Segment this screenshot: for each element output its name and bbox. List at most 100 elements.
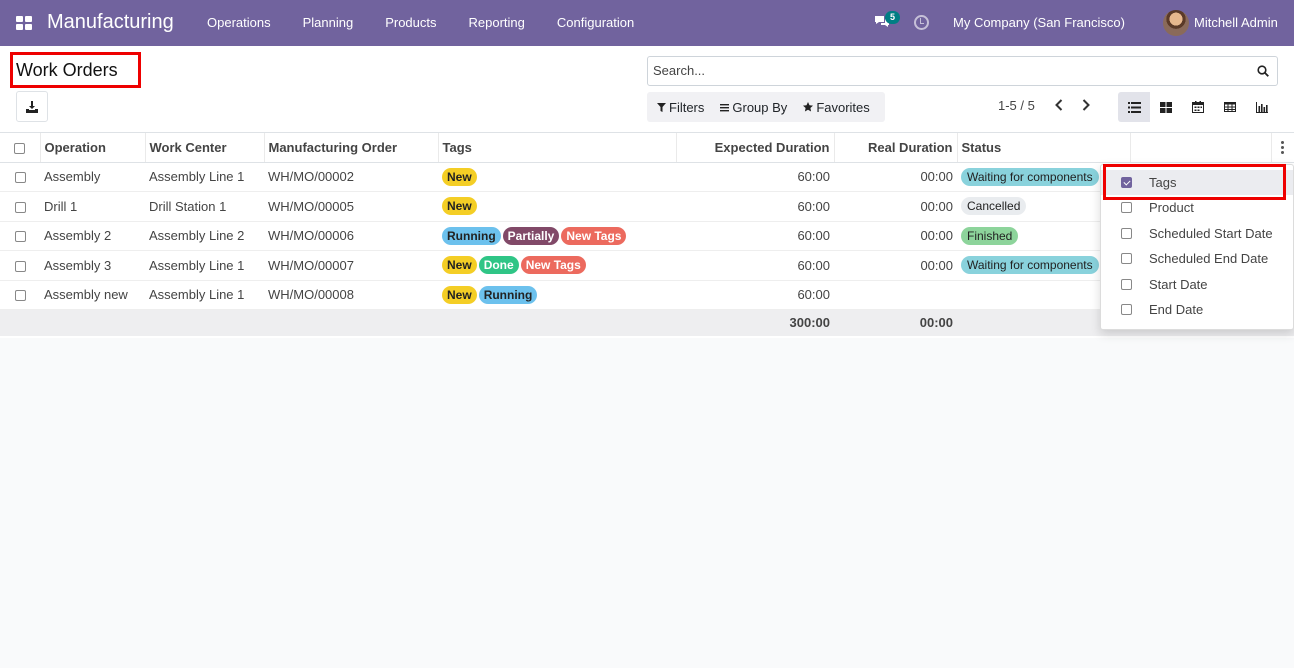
operation-cell[interactable]: Drill 1: [40, 191, 145, 222]
manufacturing-order-cell[interactable]: WH/MO/00006: [264, 221, 438, 251]
option-checkbox[interactable]: [1121, 228, 1132, 239]
option-checkbox[interactable]: [1121, 304, 1132, 315]
row-checkbox[interactable]: [14, 231, 26, 243]
column-header-operation[interactable]: Operation: [39, 133, 145, 163]
menu-configuration[interactable]: Configuration: [556, 15, 635, 30]
expected-duration-cell[interactable]: 60:00: [676, 191, 834, 222]
app-title[interactable]: Manufacturing: [47, 11, 174, 33]
work-center-cell[interactable]: Assembly Line 1: [145, 280, 264, 310]
real-duration-cell[interactable]: 00:00: [834, 250, 957, 281]
manufacturing-order-cell[interactable]: WH/MO/00002: [264, 162, 438, 192]
row-checkbox[interactable]: [14, 201, 26, 213]
kebab-icon[interactable]: [1276, 140, 1291, 154]
tags-cell[interactable]: Running Partially New Tags: [438, 221, 676, 251]
real-duration-cell[interactable]: 00:00: [834, 162, 957, 192]
option-checkbox[interactable]: [1121, 177, 1132, 188]
menu-operations[interactable]: Operations: [207, 15, 271, 30]
manufacturing-order-cell[interactable]: WH/MO/00007: [264, 250, 438, 281]
table-row[interactable]: Assembly new Assembly Line 1 WH/MO/00008 Ne…: [0, 280, 1294, 310]
option-checkbox[interactable]: [1121, 253, 1132, 264]
real-duration-cell[interactable]: [834, 280, 957, 310]
real-duration-cell[interactable]: 00:00: [834, 221, 957, 251]
tags-cell[interactable]: New Running: [438, 280, 676, 310]
optional-column-option[interactable]: Tags: [1101, 170, 1293, 195]
row-select-cell[interactable]: [0, 280, 40, 310]
expected-duration-cell[interactable]: 60:00: [676, 221, 834, 251]
real-duration-cell[interactable]: 00:00: [834, 191, 957, 222]
table-row[interactable]: Assembly 3 Assembly Line 1 WH/MO/00007 New D…: [0, 250, 1294, 281]
manufacturing-order-cell[interactable]: WH/MO/00005: [264, 191, 438, 222]
option-checkbox[interactable]: [1121, 279, 1132, 290]
activity-clock-icon[interactable]: [914, 15, 929, 30]
pager-previous-button[interactable]: [1051, 96, 1067, 114]
menu-products[interactable]: Products: [385, 15, 437, 30]
user-avatar[interactable]: [1163, 10, 1189, 36]
work-center-cell[interactable]: Assembly Line 1: [145, 162, 264, 192]
tags-cell[interactable]: New Done New Tags: [438, 250, 676, 281]
column-header-manufacturing-order[interactable]: Manufacturing Order: [263, 133, 438, 163]
option-label: Scheduled Start Date: [1149, 226, 1273, 241]
select-all-cell[interactable]: [0, 133, 40, 163]
status-badge: Cancelled: [961, 197, 1027, 216]
app-menu-icon[interactable]: [16, 16, 32, 30]
favorites-button[interactable]: Favorites: [793, 100, 875, 115]
optional-column-option[interactable]: End Date: [1101, 297, 1293, 322]
menu-planning[interactable]: Planning: [302, 15, 354, 30]
totals-spacer: [40, 309, 145, 336]
filters-button[interactable]: Filters: [647, 100, 710, 115]
optional-column-option[interactable]: Scheduled End Date: [1101, 246, 1293, 271]
row-checkbox[interactable]: [14, 260, 26, 272]
list-view-button[interactable]: [1118, 92, 1150, 122]
work-center-cell[interactable]: Assembly Line 1: [145, 250, 264, 281]
operation-cell[interactable]: Assembly 2: [40, 221, 145, 251]
calendar-view-button[interactable]: [1182, 92, 1214, 122]
row-select-cell[interactable]: [0, 250, 40, 281]
tag-badge: New Tags: [561, 226, 627, 245]
company-switcher[interactable]: My Company (San Francisco): [953, 15, 1125, 30]
search-input[interactable]: [653, 63, 1243, 78]
status-cell[interactable]: Waiting for components: [957, 250, 1130, 281]
select-all-checkbox[interactable]: [14, 142, 26, 154]
column-header-work-center[interactable]: Work Center: [144, 133, 264, 163]
tag-badge: Done: [478, 256, 519, 275]
tags-cell[interactable]: New: [438, 191, 676, 222]
user-menu[interactable]: Mitchell Admin: [1194, 15, 1278, 30]
work-center-cell[interactable]: Drill Station 1: [145, 191, 264, 222]
export-button[interactable]: [16, 91, 48, 122]
tag-badge: New Tags: [520, 256, 586, 275]
manufacturing-order-cell[interactable]: WH/MO/00008: [264, 280, 438, 310]
tag-badge: Running: [442, 226, 501, 245]
operation-cell[interactable]: Assembly 3: [40, 250, 145, 281]
graph-view-button[interactable]: [1246, 92, 1278, 122]
row-checkbox[interactable]: [14, 172, 26, 184]
bar-chart-icon: [1256, 101, 1268, 113]
column-header-status[interactable]: Status: [956, 133, 1130, 163]
operation-cell[interactable]: Assembly: [40, 162, 145, 192]
expected-duration-cell[interactable]: 60:00: [676, 280, 834, 310]
tags-cell[interactable]: New: [438, 162, 676, 192]
column-header-tags[interactable]: Tags: [437, 133, 676, 163]
row-select-cell[interactable]: [0, 162, 40, 192]
status-badge: Waiting for components: [961, 256, 1099, 275]
search-icon[interactable]: [1257, 65, 1269, 77]
column-header-real-duration[interactable]: Real Duration: [833, 133, 957, 163]
optional-column-option[interactable]: Scheduled Start Date: [1101, 221, 1293, 246]
operation-cell[interactable]: Assembly new: [40, 280, 145, 310]
expected-duration-cell[interactable]: 60:00: [676, 250, 834, 281]
row-select-cell[interactable]: [0, 221, 40, 251]
optional-column-option[interactable]: Start Date: [1101, 272, 1293, 297]
optional-columns-toggle[interactable]: [1270, 133, 1294, 163]
row-select-cell[interactable]: [0, 191, 40, 222]
kanban-view-button[interactable]: [1150, 92, 1182, 122]
work-center-cell[interactable]: Assembly Line 2: [145, 221, 264, 251]
expected-duration-cell[interactable]: 60:00: [676, 162, 834, 192]
optional-column-option[interactable]: Product: [1101, 195, 1293, 220]
option-checkbox[interactable]: [1121, 202, 1132, 213]
pivot-view-button[interactable]: [1214, 92, 1246, 122]
group-by-button[interactable]: Group By: [710, 100, 793, 115]
pager-next-button[interactable]: [1078, 96, 1094, 114]
menu-reporting[interactable]: Reporting: [468, 15, 525, 30]
pager-value[interactable]: 1-5 / 5: [998, 98, 1035, 113]
column-header-expected-duration[interactable]: Expected Duration: [675, 133, 834, 163]
row-checkbox[interactable]: [14, 290, 26, 302]
